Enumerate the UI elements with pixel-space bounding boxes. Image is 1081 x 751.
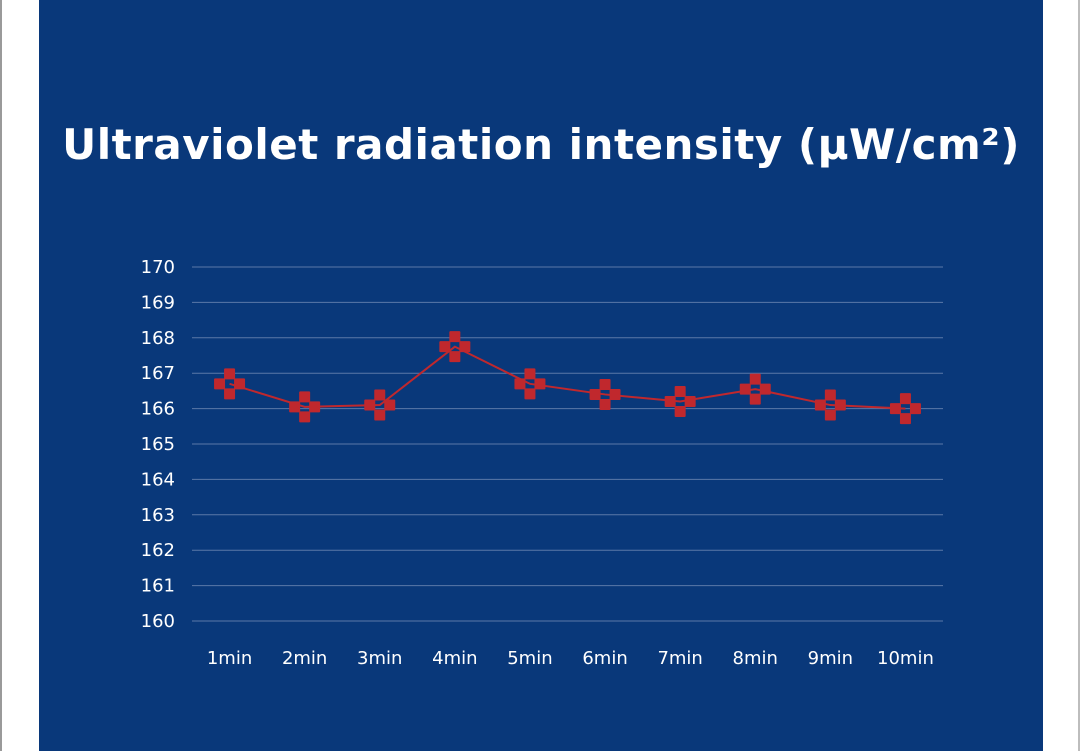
marker-square [299,411,311,423]
data-point-marker [589,378,621,410]
marker-square [224,368,236,380]
marker-square [599,398,611,410]
data-point-marker [889,393,921,425]
left-frame-edge [0,0,2,751]
marker-square [664,396,676,408]
data-point-marker [814,389,846,421]
marker-square [309,401,321,413]
data-point-marker [439,331,471,363]
x-tick-label: 1min [207,648,252,669]
x-tick-label: 3min [357,648,402,669]
marker-square [834,399,846,411]
data-point-marker [214,368,246,400]
marker-square [759,383,771,395]
y-tick-label: 170 [141,257,175,278]
chart-title: Ultraviolet radiation intensity (μW/cm²) [62,120,1020,169]
marker-square [674,406,686,418]
marker-square [514,378,526,390]
gridlines [192,266,943,622]
marker-square [364,399,376,411]
x-tick-label: 4min [432,648,477,669]
marker-square [609,388,621,400]
marker-square [299,391,311,403]
x-tick-label: 7min [657,648,702,669]
x-axis-ticks: 1min 2min 3min 4min 5min 6min 7min 8min 9min 10mi… [207,648,934,669]
marker-square [439,341,451,353]
data-point-marker [739,373,771,405]
marker-square [599,378,611,390]
data-series [214,331,921,425]
marker-square [824,409,836,421]
marker-square [524,388,536,400]
marker-square [899,393,911,405]
marker-square [899,413,911,425]
chart-panel [39,0,1043,751]
marker-square [909,403,921,415]
marker-square [374,389,386,401]
x-tick-label: 2min [282,648,327,669]
series-line [229,345,906,410]
marker-square [889,403,901,415]
data-point-marker [364,389,396,421]
y-tick-label: 161 [141,576,175,597]
data-point-marker [514,368,546,400]
right-frame-edge [1078,0,1080,751]
marker-square [589,388,601,400]
marker-square [459,341,471,353]
marker-square [534,378,546,390]
y-tick-label: 165 [141,434,175,455]
x-tick-label: 6min [582,648,627,669]
marker-square [749,373,761,385]
y-axis-ticks: 160 161 162 163 164 165 166 167 168 169 170 [141,257,175,632]
marker-square [289,401,301,413]
y-tick-label: 167 [141,363,175,384]
y-tick-label: 168 [141,328,175,349]
data-point-marker [289,391,321,423]
marker-square [374,409,386,421]
x-tick-label: 5min [507,648,552,669]
marker-square [674,386,686,398]
marker-square [234,378,246,390]
data-point-marker [664,386,696,418]
x-tick-label: 8min [733,648,778,669]
marker-square [739,383,751,395]
marker-square [214,378,226,390]
y-tick-label: 169 [141,292,175,313]
y-tick-label: 160 [141,611,175,632]
marker-square [449,351,461,363]
y-tick-label: 163 [141,505,175,526]
marker-square [384,399,396,411]
marker-square [224,388,236,400]
y-tick-label: 164 [141,469,175,490]
marker-square [449,331,461,343]
marker-square [814,399,826,411]
y-tick-label: 162 [141,540,175,561]
x-tick-label: 9min [808,648,853,669]
y-tick-label: 166 [141,399,175,420]
marker-square [749,393,761,405]
marker-square [824,389,836,401]
marker-square [524,368,536,380]
x-tick-label: 10min [877,648,934,669]
marker-square [684,396,696,408]
